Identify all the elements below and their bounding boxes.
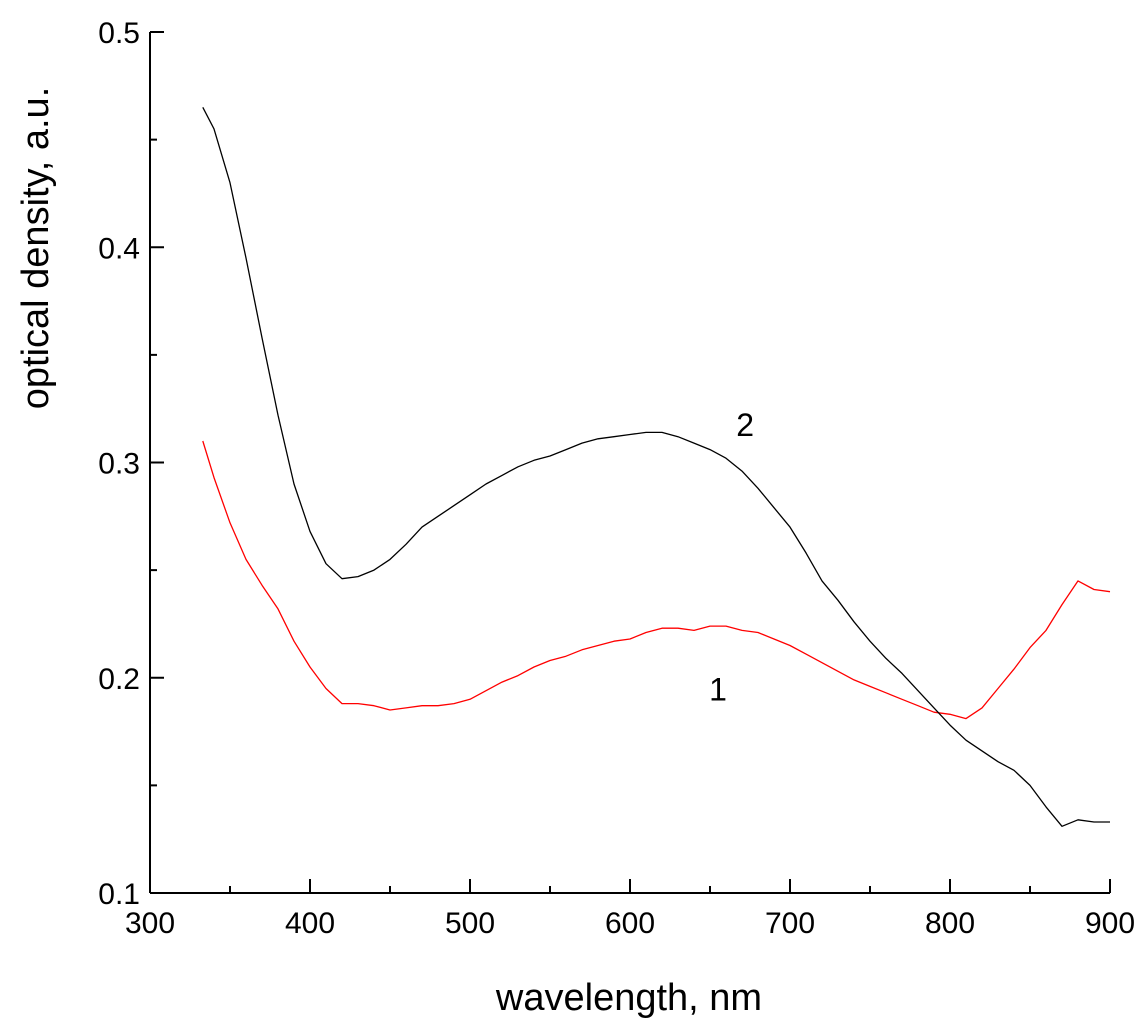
series-1-line: [202, 440, 1111, 720]
x-tick-label: 300: [125, 907, 175, 940]
series-2-line: [202, 107, 1110, 827]
y-tick-label: 0.5: [98, 17, 140, 50]
x-axis-title: wavelength, nm: [495, 977, 762, 1019]
y-axis-title: optical density, a.u.: [15, 87, 57, 409]
y-ticks: 0.1 0.2 0.3 0.4 0.5: [98, 17, 164, 911]
x-tick-label: 600: [605, 907, 655, 940]
x-tick-label: 500: [445, 907, 495, 940]
curve-labels: 12: [709, 407, 754, 708]
x-tick-label: 700: [765, 907, 815, 940]
series-layer: [202, 107, 1111, 827]
plot-area: 300 400 500 600 700 800 900 0.10.20.30.40.5 12: [98, 17, 1135, 940]
x-tick-label: 800: [925, 907, 975, 940]
x-tick-label: 900: [1085, 907, 1135, 940]
series-2-label: 2: [736, 407, 754, 443]
x-ticks: 300 400 500 600 700 800 900: [125, 879, 1135, 940]
y-tick-label: 0.3: [98, 448, 140, 481]
y-tick-label: 0.1: [98, 878, 140, 911]
y-tick-label: 0.2: [98, 663, 140, 696]
series-1-label: 1: [709, 672, 727, 708]
x-tick-label: 400: [285, 907, 335, 940]
y-tick-label: 0.4: [98, 232, 140, 265]
